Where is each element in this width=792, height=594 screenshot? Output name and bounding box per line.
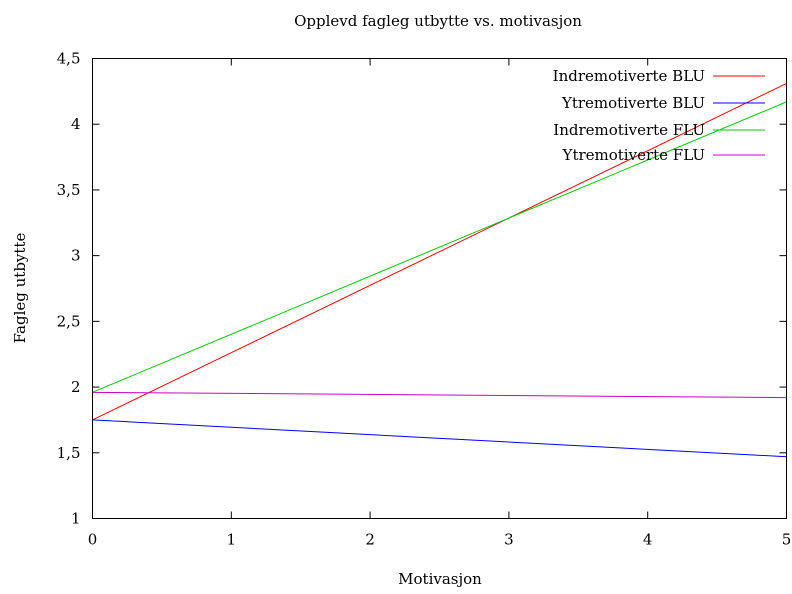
chart-title: Opplevd fagleg utbytte vs. motivasjon [294, 12, 582, 30]
series-line-4 [92, 391, 787, 399]
y-tick-label: 4,5 [57, 50, 81, 68]
y-tick-label: 3 [71, 247, 81, 265]
y-tick-label: 2 [71, 378, 81, 396]
x-tick-label: 3 [504, 531, 514, 549]
x-tick-label: 1 [227, 531, 237, 549]
x-tick-label: 2 [365, 531, 375, 549]
series-line-3 [92, 101, 787, 393]
series-line-2 [92, 419, 787, 458]
legend-label: Indremotiverte FLU [553, 121, 705, 139]
legend-label: Indremotiverte BLU [553, 67, 705, 85]
legend-label: Ytremotiverte FLU [562, 146, 705, 164]
y-tick-label: 2,5 [57, 312, 81, 330]
y-tick-label: 1,5 [57, 444, 81, 462]
y-tick-label: 1 [71, 510, 81, 528]
legend-label: Ytremotiverte BLU [561, 94, 705, 112]
y-axis-title: Fagleg utbytte [11, 233, 29, 344]
x-axis-title: Motivasjon [398, 570, 482, 588]
legend: Indremotiverte BLU Ytremotiverte BLU Indre… [553, 67, 765, 164]
x-tick-label: 0 [88, 531, 98, 549]
y-tick-label: 3,5 [57, 181, 81, 199]
plot-frame [92, 58, 787, 519]
series-lines [92, 83, 787, 458]
series-line-1 [92, 83, 787, 421]
x-tick-label: 5 [782, 531, 792, 549]
y-tick-label: 4 [71, 115, 81, 133]
x-tick-label: 4 [643, 531, 653, 549]
